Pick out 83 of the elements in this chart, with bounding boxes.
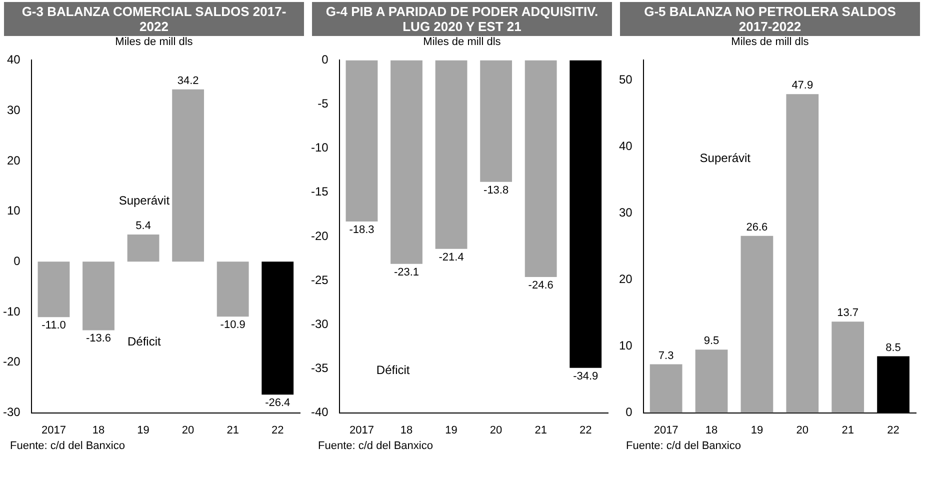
data-label: -11.0 [42, 320, 66, 332]
x-tick-label: 21 [842, 424, 854, 436]
y-tick-label: -35 [311, 361, 329, 376]
chart-subtitle: Miles de mill dls [730, 36, 810, 50]
y-tick-label: -20 [3, 354, 21, 369]
y-tick-label: 0 [626, 405, 633, 420]
annotation: Déficit [376, 362, 410, 377]
x-tick-label: 22 [271, 424, 284, 436]
bar [38, 262, 70, 318]
x-tick-label: 19 [137, 424, 150, 436]
y-tick-label: 0 [322, 52, 329, 67]
data-label: -13.8 [484, 184, 509, 196]
y-tick-label: 30 [618, 206, 633, 220]
x-tick-label: 19 [445, 424, 458, 436]
data-label: 47.9 [792, 80, 814, 92]
data-label: 8.5 [886, 342, 901, 354]
chart-title: G-3 BALANZA COMERCIAL SALDOS 2017-2022 [4, 2, 304, 36]
data-label: -21.4 [438, 251, 464, 264]
y-tick-label: -10 [311, 140, 329, 155]
y-tick-label: 30 [6, 102, 21, 117]
annotation: Déficit [128, 334, 162, 349]
y-tick-label: -30 [3, 405, 21, 420]
y-tick-label: 40 [618, 139, 633, 153]
x-tick-label: 21 [226, 424, 239, 436]
x-tick-label: 20 [490, 424, 502, 436]
data-label: -24.6 [528, 280, 554, 292]
data-label: -34.9 [573, 370, 598, 382]
bar [82, 262, 114, 330]
bar [740, 236, 774, 413]
x-tick-label: 18 [705, 424, 718, 436]
source-note: Fuente: c/d del Banxico [9, 440, 126, 454]
x-tick-label: 18 [92, 424, 105, 436]
y-tick-label: -10 [3, 304, 21, 318]
chart-title: G-4 PIB A PARIDAD DE PODER ADQUISITIV. LUG 2020 Y EST 21 [312, 2, 612, 36]
chart-subtitle: Miles de mill dls [114, 36, 194, 50]
bar [216, 262, 249, 317]
y-tick-label: -15 [311, 184, 329, 199]
x-tick-label: 22 [887, 424, 900, 436]
data-label: 9.5 [704, 335, 720, 348]
x-tick-label: 2017 [654, 424, 678, 436]
bar [650, 364, 682, 413]
y-tick-label: 50 [618, 72, 633, 86]
y-tick-label: 10 [6, 204, 21, 218]
x-tick-label: 2017 [349, 424, 374, 436]
x-tick-label: 18 [400, 424, 413, 436]
data-label: -13.6 [86, 332, 112, 345]
bar [786, 94, 819, 413]
y-tick-label: -40 [311, 405, 329, 420]
bar [695, 350, 728, 413]
y-tick-label: 20 [6, 153, 21, 168]
chart-title: G-5 BALANZA NO PETROLERA SALDOS 2017-2022 [620, 2, 920, 36]
data-label: 7.3 [658, 350, 674, 362]
annotation: Superávit [118, 194, 170, 208]
y-tick-label: -25 [311, 272, 329, 287]
x-tick-label: 20 [182, 424, 194, 436]
source-note: Fuente: c/d del Banxico [625, 440, 742, 454]
x-tick-label: 19 [750, 424, 764, 436]
y-tick-label: -30 [311, 316, 329, 331]
x-tick-label: 22 [579, 424, 592, 436]
data-label: 13.7 [837, 307, 859, 320]
data-label: -10.9 [220, 319, 246, 332]
y-tick-label: 40 [6, 52, 21, 67]
y-tick-label: -20 [311, 228, 329, 243]
x-tick-label: 2017 [41, 424, 66, 436]
chart-subtitle: Miles de mill dls [422, 36, 502, 50]
data-label: 26.6 [746, 221, 768, 234]
data-label: 5.4 [136, 220, 151, 232]
data-label: -18.3 [349, 224, 374, 236]
data-label: -26.4 [265, 397, 290, 410]
y-tick-label: 10 [618, 338, 633, 353]
y-tick-label: -5 [318, 96, 329, 111]
data-label: 34.2 [177, 74, 199, 87]
y-tick-label: 20 [618, 272, 633, 286]
y-tick-label: 0 [14, 254, 21, 268]
x-tick-label: 20 [796, 424, 809, 436]
x-tick-label: 21 [534, 424, 547, 436]
annotation: Superávit [700, 151, 752, 166]
data-label: -23.1 [394, 266, 420, 278]
bar [832, 322, 864, 413]
source-note: Fuente: c/d del Banxico [317, 440, 434, 454]
bar [172, 89, 204, 262]
bar [127, 234, 160, 262]
bar [262, 262, 294, 395]
